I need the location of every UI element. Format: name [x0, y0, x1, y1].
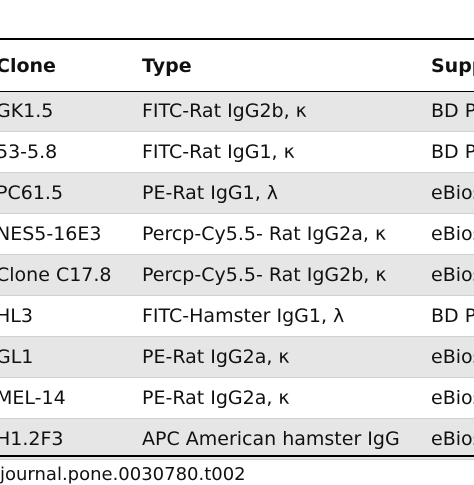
header-supplier: Supp	[431, 54, 474, 77]
cell-supplier: eBios	[431, 172, 474, 214]
cell-clone: GK1.5	[0, 91, 142, 132]
table-row: GK1.5 FITC-Rat IgG2b, κ BD P	[0, 91, 474, 132]
cell-clone: Clone C17.8	[0, 254, 142, 296]
cell-type: FITC-Rat IgG2b, κ	[142, 91, 431, 132]
header-type: Type	[142, 54, 192, 77]
cell-supplier: BD P	[431, 131, 474, 173]
cell-type: PE-Rat IgG2a, κ	[142, 336, 431, 378]
cell-type: PE-Rat IgG1, λ	[142, 172, 431, 214]
cell-supplier: BD P	[431, 91, 474, 132]
cell-supplier: eBios	[431, 377, 474, 419]
doi-caption: journal.pone.0030780.t002	[0, 464, 246, 485]
cell-type: FITC-Hamster IgG1, λ	[142, 295, 431, 337]
cell-supplier: BD P	[431, 295, 474, 337]
header-clone: Clone	[0, 54, 56, 77]
cell-clone: GL1	[0, 336, 142, 378]
table-row: GL1 PE-Rat IgG2a, κ eBios	[0, 336, 474, 378]
cell-supplier: eBios	[431, 213, 474, 255]
cell-clone: NES5-16E3	[0, 213, 142, 255]
cell-supplier: eBios	[431, 336, 474, 378]
cell-type: APC American hamster IgG	[142, 418, 431, 460]
header-bottom-rule	[0, 91, 474, 92]
cell-clone: MEL-14	[0, 377, 142, 419]
table-row: 53-5.8 FITC-Rat IgG1, κ BD P	[0, 131, 474, 173]
table-row: PC61.5 PE-Rat IgG1, λ eBios	[0, 172, 474, 214]
cell-clone: PC61.5	[0, 172, 142, 214]
table-row: MEL-14 PE-Rat IgG2a, κ eBios	[0, 377, 474, 419]
cell-type: PE-Rat IgG2a, κ	[142, 377, 431, 419]
table-row: H1.2F3 APC American hamster IgG eBios	[0, 418, 474, 460]
cell-supplier: eBios	[431, 418, 474, 460]
cell-clone: 53-5.8	[0, 131, 142, 173]
table-row: NES5-16E3 Percp-Cy5.5- Rat IgG2a, κ eBio…	[0, 213, 474, 255]
cell-supplier: eBios	[431, 254, 474, 296]
cell-type: FITC-Rat IgG1, κ	[142, 131, 431, 173]
antibody-table: Clone Type Supp GK1.5 FITC-Rat IgG2b, κ …	[0, 40, 474, 460]
table-header-row: Clone Type Supp	[0, 40, 474, 91]
cell-type: Percp-Cy5.5- Rat IgG2a, κ	[142, 213, 431, 255]
cell-clone: H1.2F3	[0, 418, 142, 460]
table-bottom-rule	[0, 455, 474, 457]
cell-type: Percp-Cy5.5- Rat IgG2b, κ	[142, 254, 431, 296]
cell-clone: HL3	[0, 295, 142, 337]
table-row: HL3 FITC-Hamster IgG1, λ BD P	[0, 295, 474, 337]
table-row: Clone C17.8 Percp-Cy5.5- Rat IgG2b, κ eB…	[0, 254, 474, 296]
table-top-rule	[0, 38, 474, 40]
